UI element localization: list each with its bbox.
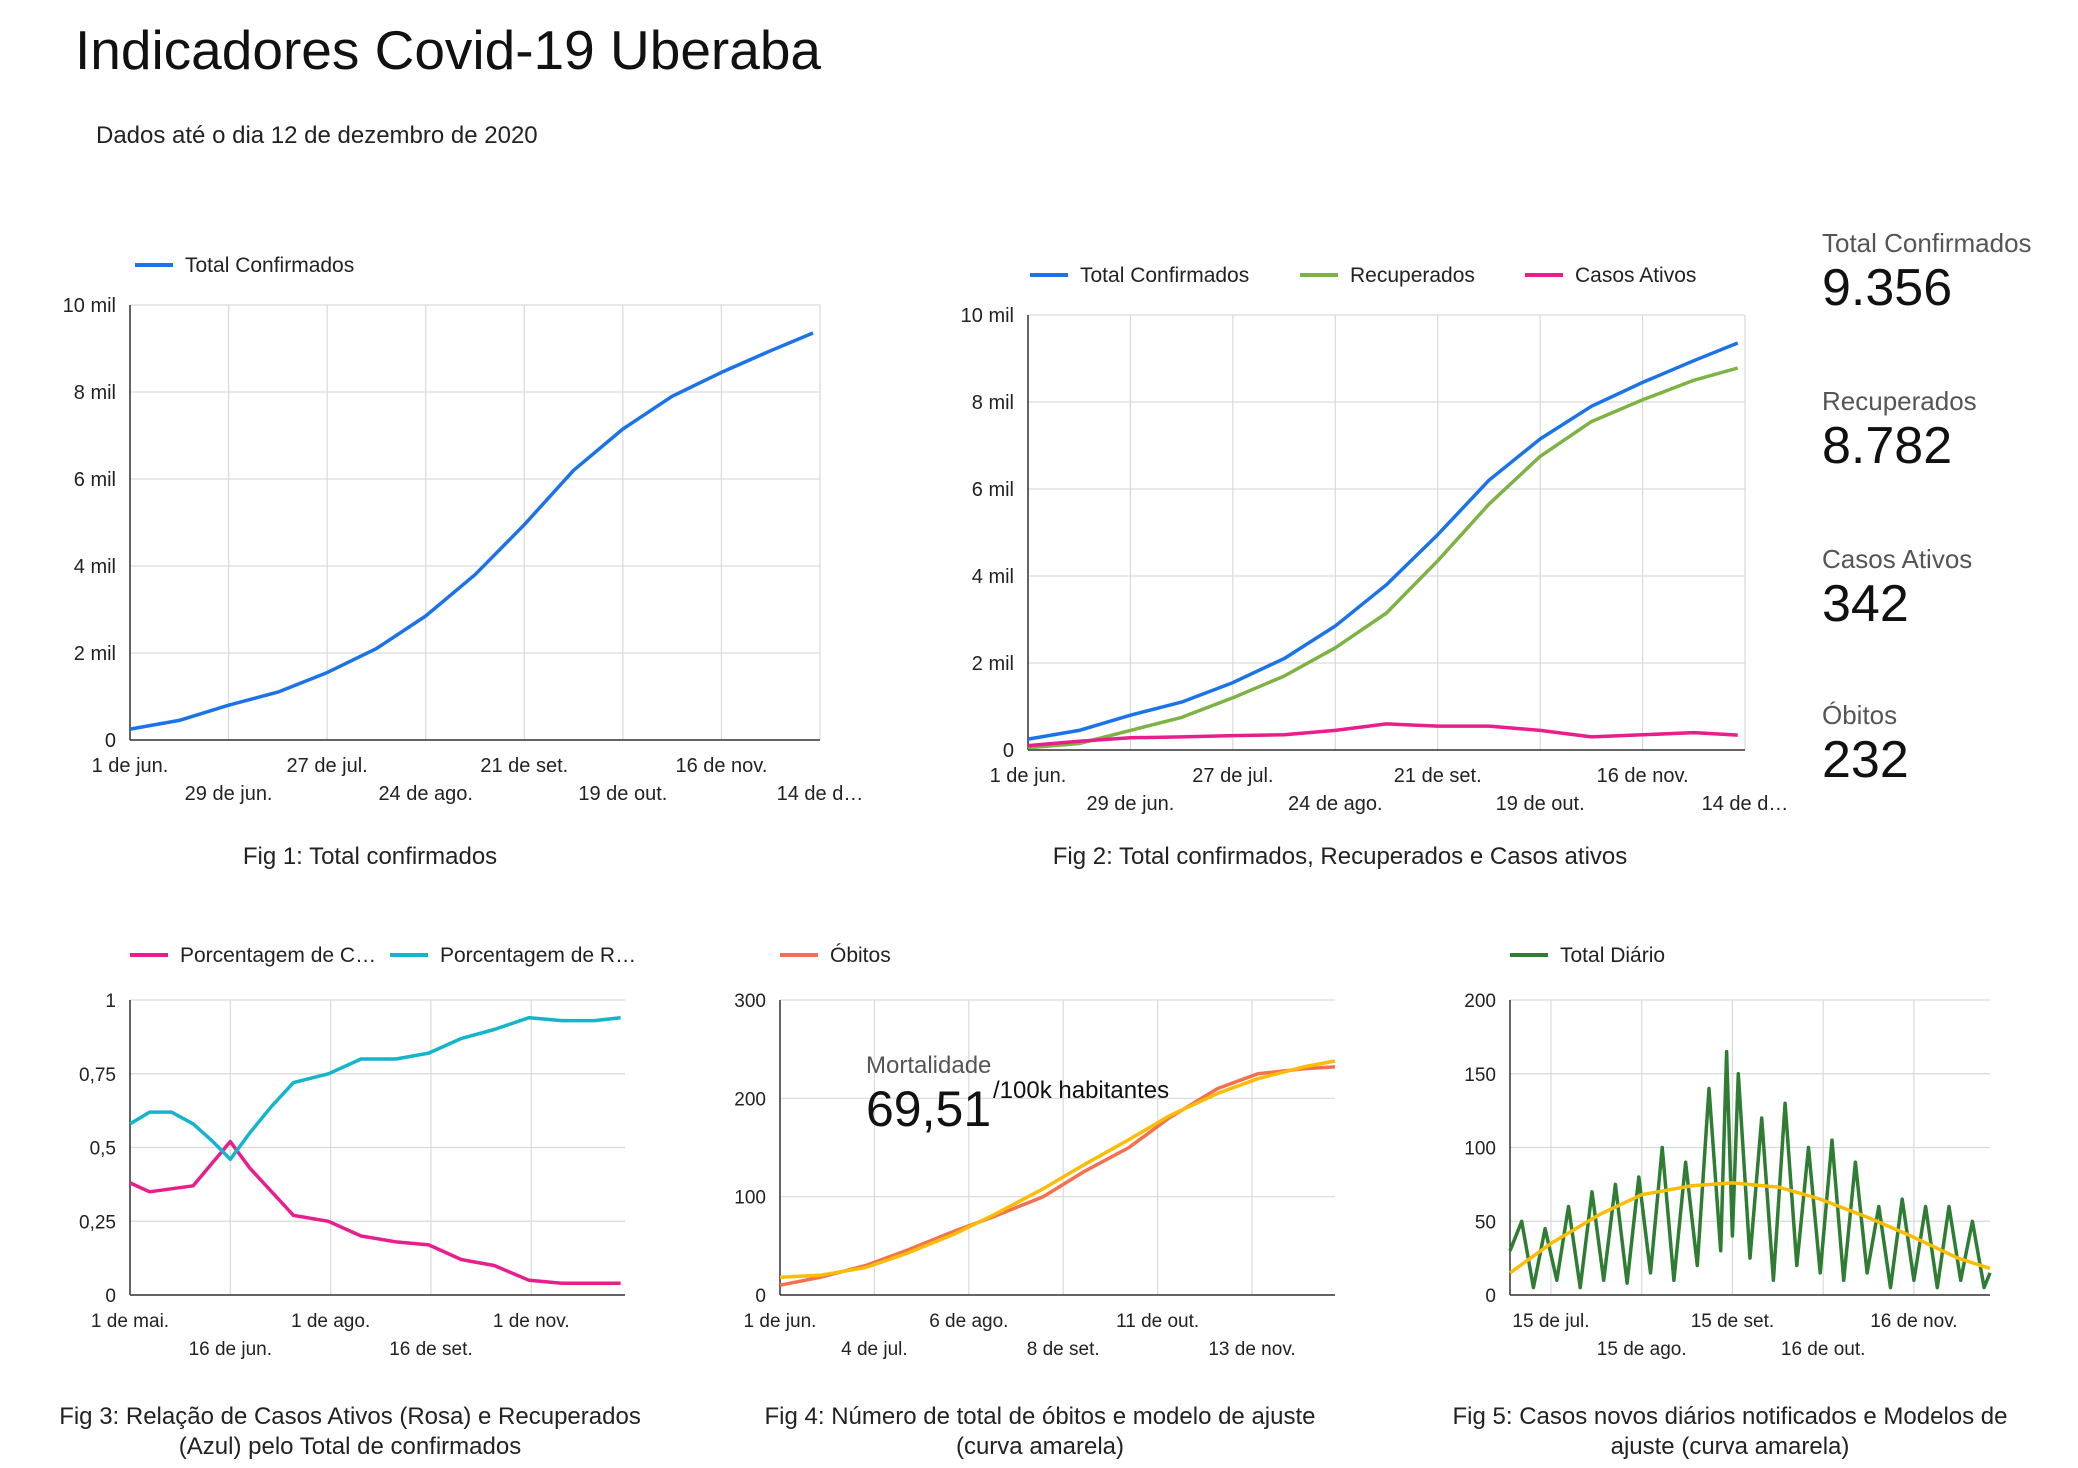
legend-label: Porcentagem de R… — [440, 944, 636, 967]
y-tick-label: 0 — [755, 1286, 766, 1307]
series-line — [779, 1059, 1336, 1280]
y-tick-label: 4 mil — [972, 566, 1014, 588]
chart-fig3: 0 0,25 0,5 0,75 1 1 de mai. 16 de jun. 1 de ago… — [79, 944, 636, 1360]
kpi-value-recuperados: 8.782 — [1822, 417, 1953, 475]
y-tick-label: 8 mil — [74, 382, 116, 404]
series-line — [779, 1065, 1336, 1287]
y-tick-label: 0 — [1003, 740, 1014, 762]
x-tick-label: 29 de jun. — [185, 783, 273, 805]
kpi-value-confirmados: 9.356 — [1822, 259, 1953, 317]
y-tick-label: 0,75 — [79, 1065, 116, 1086]
y-tick-label: 100 — [734, 1188, 766, 1209]
y-tick-label: 6 mil — [972, 479, 1014, 501]
x-tick-label: 14 de d… — [1702, 793, 1789, 815]
x-tick-label: 15 de set. — [1691, 1311, 1774, 1332]
chart-fig2: 0 2 mil 4 mil 6 mil 8 mil 10 mil 1 de jun. 29 d… — [961, 264, 1789, 815]
x-tick-label: 27 de jul. — [287, 755, 368, 777]
x-tick-label: 21 de set. — [1394, 765, 1482, 787]
x-tick-label: 14 de d… — [777, 783, 864, 805]
y-tick-label: 100 — [1464, 1139, 1496, 1160]
mortalidade-value: 69,51 — [866, 1081, 992, 1137]
x-tick-label: 24 de ago. — [378, 783, 473, 805]
y-tick-label: 0 — [105, 1286, 116, 1307]
series-line — [129, 1139, 621, 1285]
caption-fig2: Fig 2: Total confirmados, Recuperados e … — [1052, 843, 1628, 870]
series-line — [129, 1015, 621, 1162]
chart-fig5: 0 50 100 150 200 15 de jul. 15 de ago.15 de se… — [1464, 944, 1992, 1360]
x-tick-label: 4 de jul. — [841, 1339, 908, 1360]
y-tick-label: 150 — [1464, 1065, 1496, 1086]
legend-label: Porcentagem de C… — [180, 944, 376, 967]
x-tick-label: 6 de ago. — [929, 1311, 1008, 1332]
y-tick-label: 10 mil — [961, 305, 1014, 327]
kpi-label-ativos: Casos Ativos — [1822, 544, 1973, 574]
x-tick-label: 19 de out. — [1496, 793, 1585, 815]
x-tick-label: 1 de jun. — [990, 765, 1067, 787]
x-tick-label: 16 de set. — [389, 1339, 472, 1360]
caption-fig1: Fig 1: Total confirmados — [242, 843, 498, 870]
chart-fig4: 0 100 200 300 1 de jun. 4 de jul. 6 de ago. 8 d… — [734, 944, 1336, 1360]
y-tick-label: 0,25 — [79, 1212, 116, 1233]
x-tick-label: 1 de ago. — [291, 1311, 370, 1332]
x-tick-label: 16 de out. — [1781, 1339, 1866, 1360]
kpi-label-obitos: Óbitos — [1822, 700, 1898, 730]
x-tick-label: 11 de out. — [1116, 1311, 1199, 1332]
mortalidade-unit: /100k habitantes — [993, 1077, 1170, 1104]
caption-fig4: Fig 4: Número de total de óbitos e model… — [764, 1403, 1316, 1460]
x-tick-label: 13 de nov. — [1208, 1339, 1295, 1360]
x-tick-label: 1 de jun. — [92, 755, 169, 777]
kpi-value-ativos: 342 — [1822, 575, 1909, 633]
y-tick-label: 200 — [1464, 991, 1496, 1012]
series-line — [1027, 341, 1739, 741]
series-line — [1508, 1049, 1992, 1290]
y-tick-label: 200 — [734, 1089, 766, 1110]
y-tick-label: 1 — [105, 991, 116, 1012]
series-line — [1027, 366, 1739, 750]
x-tick-label: 21 de set. — [480, 755, 568, 777]
kpi-label-confirmados: Total Confirmados — [1822, 228, 2032, 258]
x-tick-label: 16 de nov. — [1870, 1311, 1957, 1332]
y-tick-label: 4 mil — [74, 556, 116, 578]
legend-label: Total Confirmados — [185, 254, 354, 277]
x-tick-label: 1 de nov. — [493, 1311, 570, 1332]
y-tick-label: 8 mil — [972, 392, 1014, 414]
legend-label: Recuperados — [1350, 264, 1475, 287]
x-tick-label: 27 de jul. — [1192, 765, 1273, 787]
x-tick-label: 19 de out. — [578, 783, 667, 805]
caption-fig3: Fig 3: Relação de Casos Ativos (Rosa) e … — [59, 1403, 641, 1460]
x-tick-label: 16 de nov. — [1597, 765, 1689, 787]
y-tick-label: 0 — [105, 730, 116, 752]
y-tick-label: 10 mil — [63, 295, 116, 317]
legend-label: Total Diário — [1560, 944, 1665, 967]
legend-label: Óbitos — [830, 944, 891, 967]
chart-fig1: 0 2 mil 4 mil 6 mil 8 mil 10 mil 1 de jun. 29 d… — [63, 254, 864, 805]
x-tick-label: 16 de nov. — [675, 755, 767, 777]
kpi-label-recuperados: Recuperados — [1822, 386, 1977, 416]
y-tick-label: 2 mil — [74, 643, 116, 665]
page-title: Indicadores Covid-19 Uberaba — [75, 19, 821, 81]
page-subtitle: Dados até o dia 12 de dezembro de 2020 — [96, 122, 538, 149]
series-line — [1508, 1181, 1991, 1275]
y-tick-label: 2 mil — [972, 653, 1014, 675]
legend-label: Total Confirmados — [1080, 264, 1249, 287]
x-tick-label: 24 de ago. — [1288, 793, 1383, 815]
y-tick-label: 0 — [1485, 1286, 1496, 1307]
x-tick-label: 16 de jun. — [189, 1339, 272, 1360]
kpi-value-obitos: 232 — [1822, 731, 1909, 789]
y-tick-label: 50 — [1475, 1212, 1496, 1233]
x-tick-label: 15 de jul. — [1512, 1311, 1589, 1332]
y-tick-label: 0,5 — [90, 1139, 116, 1160]
x-tick-label: 1 de mai. — [91, 1311, 169, 1332]
x-tick-label: 29 de jun. — [1086, 793, 1174, 815]
caption-fig5: Fig 5: Casos novos diários notificados e… — [1452, 1403, 2008, 1460]
x-tick-label: 1 de jun. — [744, 1311, 817, 1332]
x-tick-label: 15 de ago. — [1597, 1339, 1687, 1360]
series-line — [129, 331, 814, 731]
legend-label: Casos Ativos — [1575, 264, 1696, 287]
y-tick-label: 6 mil — [74, 469, 116, 491]
mortalidade-label: Mortalidade — [866, 1052, 992, 1079]
x-tick-label: 8 de set. — [1027, 1339, 1100, 1360]
y-tick-label: 300 — [734, 991, 766, 1012]
series-line — [1027, 722, 1738, 748]
